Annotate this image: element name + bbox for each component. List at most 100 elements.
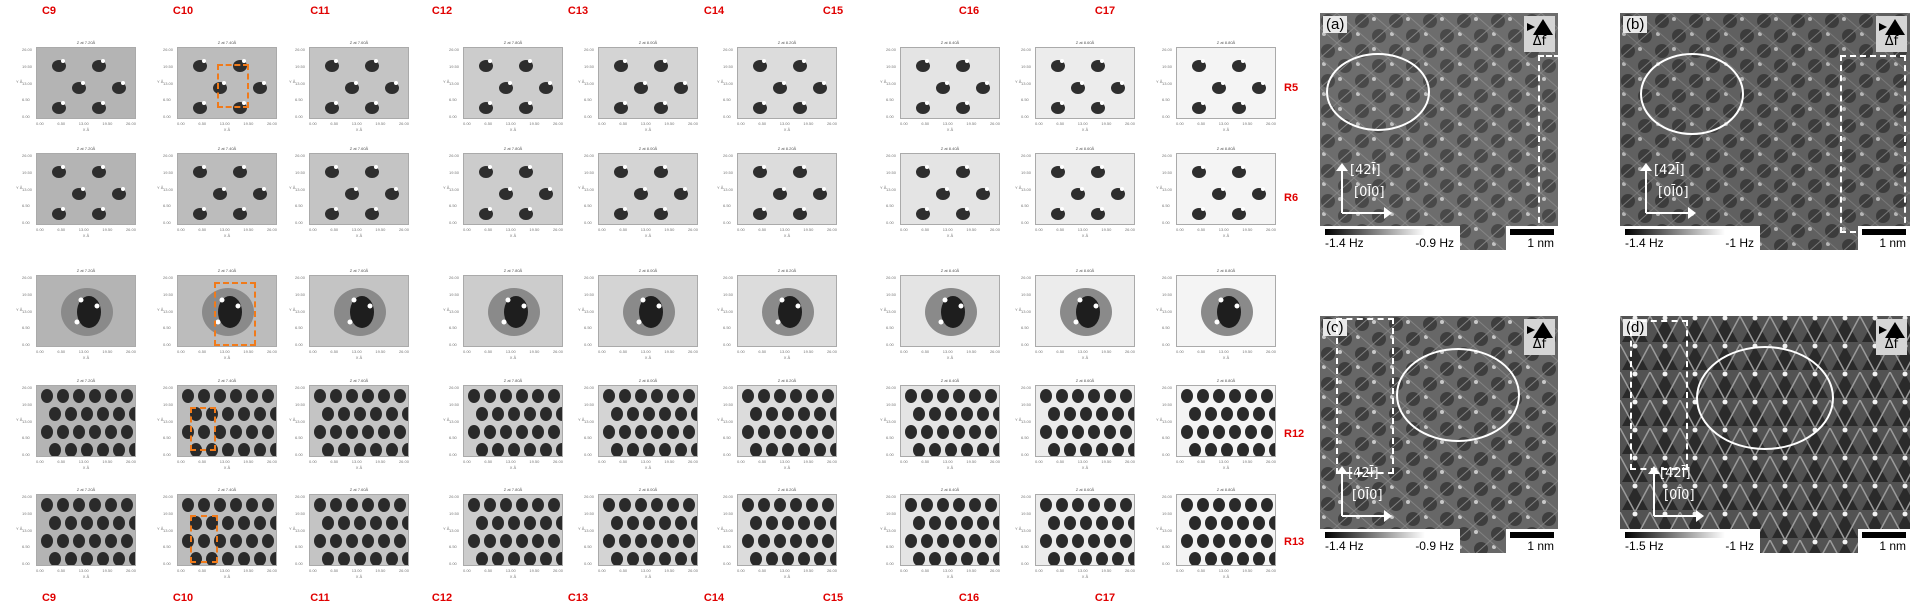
x-tick-label: 13.00 [779,459,790,464]
colorbar-low: -1.4 Hz [1625,236,1664,250]
dark-feature [750,443,762,456]
tip-icon-box: Δf [1524,16,1555,52]
y-tick-label: 13.00 [163,308,174,314]
panel-label: (c) [1323,319,1347,336]
x-tick-label: 6.50 [484,459,493,464]
x-tick-label: 19.50 [102,349,113,354]
dark-feature [774,425,786,439]
dark-feature [492,516,504,530]
dark-feature [362,498,374,512]
x-tick-label: 6.50 [921,227,930,232]
x-tick-labels: 0.00 6.50 13.00 19.50 26.00 [1176,121,1276,126]
bright-feature [488,165,492,169]
dark-feature [81,443,93,456]
bright-feature [354,187,358,191]
x-tick-label: 26.00 [687,568,698,573]
bright-feature [508,187,512,191]
y-tick-label: 19.50 [1162,63,1173,69]
y-tick-label: 19.50 [1021,63,1032,69]
x-tick-labels: 0.00 6.50 13.00 19.50 26.00 [737,459,837,464]
thumbnail-title: Z at 8.80Å [1216,378,1236,383]
dark-feature [193,166,207,178]
bright-feature [1241,101,1245,105]
dark-feature [338,516,350,530]
dark-feature [634,188,648,200]
x-tick-label: 0.00 [463,459,471,464]
dark-feature [1088,425,1100,439]
dark-feature [993,443,999,456]
x-tick-label: 13.00 [1077,349,1088,354]
dark-feature [1197,425,1209,439]
dark-feature [1192,208,1206,220]
dark-feature [961,552,973,565]
x-tick-label: 6.50 [619,121,628,126]
scale-bar: 1 nm [1506,529,1558,553]
y-tick-label: 26.00 [1021,385,1032,390]
dark-feature [121,389,133,403]
x-tick-label: 26.00 [552,349,563,354]
y-tick-labels: 26.00 19.50 13.00 6.50 0.00 [22,275,32,347]
bright-feature [334,207,338,211]
dark-feature [913,407,925,421]
y-tick-label: 0.00 [886,114,894,119]
tip-icon-box: Δf [1524,319,1555,355]
x-tick-label: 6.50 [758,121,767,126]
dark-feature [354,552,366,565]
dark-feature [1128,407,1134,421]
dark-feature [402,552,408,565]
dark-feature [830,443,836,456]
dark-feature [691,516,697,530]
dark-feature [614,60,628,72]
x-axis-label: X Å [1222,355,1230,360]
dark-feature [905,389,917,403]
thumbnail-title: Z at 8.40Å [940,146,960,151]
y-tick-label: 13.00 [1021,308,1032,314]
bright-feature [202,207,206,211]
bright-feature [1241,207,1245,211]
x-tick-label: 6.50 [1056,459,1065,464]
dark-feature [1181,425,1193,439]
dark-feature [985,534,997,548]
dark-feature [1261,389,1273,403]
column-label: C14 [703,592,725,604]
y-tick-label: 26.00 [723,385,734,390]
x-tick-label: 13.00 [942,459,953,464]
bright-feature [1261,81,1265,85]
y-tick-labels: 26.00 19.50 13.00 6.50 0.00 [449,153,459,225]
dark-feature [956,102,970,114]
bright-feature [1241,165,1245,169]
dark-feature [330,389,342,403]
y-tick-label: 6.50 [449,97,457,103]
y-tick-label: 26.00 [886,153,897,158]
dark-feature [230,389,242,403]
dark-feature [73,425,85,439]
thumbnail-plot: Z at 7.40Å 0.00 6.50 13.00 19.50 26.00 X Å 26.0… [157,146,277,238]
dark-feature [556,552,562,565]
dark-feature [1213,498,1225,512]
dark-feature [468,389,480,403]
bright-feature [61,101,65,105]
x-tick-label: 13.00 [351,568,362,573]
y-tick-labels: 26.00 19.50 13.00 6.50 0.00 [723,153,733,225]
dark-feature [778,296,802,328]
dark-feature [750,552,762,565]
y-tick-label: 26.00 [1162,47,1173,52]
thumbnail-plot: Z at 7.80Å 0.00 6.50 13.00 19.50 26.00 X Å 26.0… [443,146,563,238]
thumbnail-title: Z at 8.60Å [1075,40,1095,45]
x-tick-label: 19.50 [529,349,540,354]
x-axis-label: X Å [223,127,231,132]
dark-feature [1212,188,1226,200]
thumbnail-plot: Z at 8.40Å 0.00 6.50 13.00 19.50 26.00 X Å 26.0… [880,146,1000,238]
thumbnail-plot: Z at 8.20Å 0.00 6.50 13.00 19.50 26.00 X Å 26.0… [717,146,837,238]
y-tick-label: 19.50 [163,63,174,69]
x-axis-label: X Å [1222,233,1230,238]
y-tick-labels: 26.00 19.50 13.00 6.50 0.00 [723,275,733,347]
y-tick-label: 13.00 [22,527,33,533]
dark-feature [830,407,836,421]
dark-feature [556,516,562,530]
x-tick-label: 6.50 [1197,121,1206,126]
selection-box [190,515,218,563]
x-tick-label: 26.00 [989,459,1000,464]
y-tick-label: 13.00 [886,418,897,424]
colorbar-low: -1.4 Hz [1325,539,1364,553]
